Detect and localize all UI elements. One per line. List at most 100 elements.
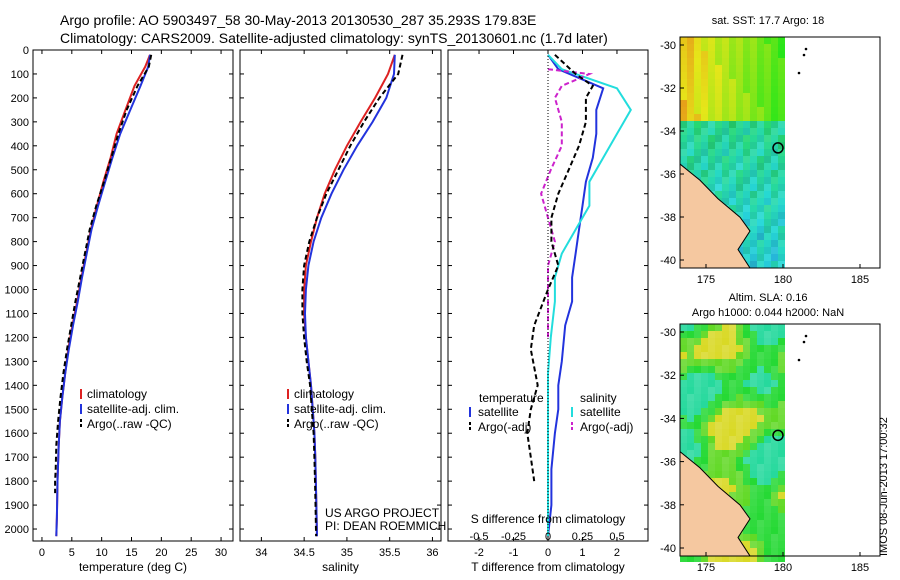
map-cell bbox=[743, 121, 750, 128]
map-cell bbox=[687, 142, 694, 149]
map-cell bbox=[701, 51, 708, 58]
map-cell bbox=[771, 443, 778, 450]
map-cell bbox=[736, 422, 743, 429]
map-cell bbox=[736, 436, 743, 443]
map-cell bbox=[750, 324, 757, 331]
map-cell bbox=[694, 338, 701, 345]
map-cell bbox=[764, 415, 771, 422]
map-cell bbox=[750, 534, 757, 541]
map-cell bbox=[764, 100, 771, 107]
map-cell bbox=[729, 401, 736, 408]
map-cell bbox=[743, 401, 750, 408]
x-tick-label: 2 bbox=[614, 547, 620, 559]
series-line-satellite bbox=[547, 54, 632, 537]
map-cell bbox=[687, 394, 694, 401]
map-cell bbox=[715, 338, 722, 345]
map-cell bbox=[736, 555, 743, 562]
map-cell bbox=[722, 331, 729, 338]
depth-tick-label: 300 bbox=[11, 117, 29, 129]
map-cell bbox=[708, 72, 715, 79]
map-cell bbox=[736, 415, 743, 422]
map-cell bbox=[729, 415, 736, 422]
map-cell bbox=[708, 450, 715, 457]
map-cell bbox=[771, 352, 778, 359]
map-cell bbox=[764, 51, 771, 58]
map-cell bbox=[764, 541, 771, 548]
series-line-argo-adj- bbox=[540, 68, 594, 338]
map-cell bbox=[778, 163, 785, 170]
map-cell bbox=[743, 338, 750, 345]
map-cell bbox=[701, 100, 708, 107]
map-cell bbox=[764, 352, 771, 359]
map-cell bbox=[750, 401, 757, 408]
map-cell bbox=[778, 387, 785, 394]
s-tick-label: 0.25 bbox=[572, 531, 593, 543]
map-cell bbox=[771, 345, 778, 352]
map-cell bbox=[701, 93, 708, 100]
legend-label: climatology bbox=[87, 387, 147, 401]
map-cell bbox=[729, 345, 736, 352]
map-cell bbox=[743, 114, 750, 121]
map-cell bbox=[680, 359, 687, 366]
map-cell bbox=[778, 198, 785, 205]
map-cell bbox=[736, 205, 743, 212]
map-cell bbox=[694, 422, 701, 429]
map-cell bbox=[715, 471, 722, 478]
map-cell bbox=[701, 373, 708, 380]
map-cell bbox=[715, 331, 722, 338]
map-cell bbox=[708, 128, 715, 135]
map-cell bbox=[729, 72, 736, 79]
map-cell bbox=[736, 464, 743, 471]
map-cell bbox=[701, 163, 708, 170]
map-cell bbox=[736, 408, 743, 415]
map-cell bbox=[722, 352, 729, 359]
map-cell bbox=[708, 93, 715, 100]
map-cell bbox=[729, 149, 736, 156]
map-cell bbox=[764, 156, 771, 163]
series-line-satellite bbox=[547, 54, 605, 537]
map-cell bbox=[701, 555, 708, 562]
map-cell bbox=[729, 555, 736, 562]
map-cell bbox=[680, 86, 687, 93]
map-cell bbox=[750, 177, 757, 184]
map-cell bbox=[701, 177, 708, 184]
map-cell bbox=[757, 184, 764, 191]
map-cell bbox=[771, 541, 778, 548]
map-cell bbox=[757, 478, 764, 485]
map-cell bbox=[771, 366, 778, 373]
map-cell bbox=[750, 191, 757, 198]
map-cell bbox=[722, 107, 729, 114]
map-cell bbox=[701, 387, 708, 394]
map-cell bbox=[764, 380, 771, 387]
map-cell bbox=[708, 100, 715, 107]
map-lat-label: -36 bbox=[660, 169, 676, 181]
map-cell bbox=[708, 156, 715, 163]
map-cell bbox=[750, 359, 757, 366]
map-cell bbox=[736, 485, 743, 492]
map-cell bbox=[757, 205, 764, 212]
map-cell bbox=[750, 394, 757, 401]
map-cell bbox=[778, 44, 785, 51]
map-cell bbox=[687, 114, 694, 121]
map-cell bbox=[680, 72, 687, 79]
map-cell bbox=[722, 163, 729, 170]
map-cell bbox=[757, 156, 764, 163]
x-tick-label: 30 bbox=[215, 547, 227, 559]
map-cell bbox=[778, 464, 785, 471]
map-cell bbox=[729, 366, 736, 373]
map-cell bbox=[729, 408, 736, 415]
map-cell bbox=[736, 79, 743, 86]
x-tick-label: 1 bbox=[579, 547, 585, 559]
map-cell bbox=[729, 51, 736, 58]
map-cell bbox=[771, 184, 778, 191]
map-cell bbox=[764, 457, 771, 464]
map-cell bbox=[764, 198, 771, 205]
map-cell bbox=[750, 65, 757, 72]
map-cell bbox=[764, 254, 771, 261]
map-cell bbox=[715, 373, 722, 380]
map-cell bbox=[778, 254, 785, 261]
map-cell bbox=[736, 359, 743, 366]
map-frame bbox=[679, 36, 881, 269]
map-cell bbox=[750, 415, 757, 422]
map-cell bbox=[750, 499, 757, 506]
